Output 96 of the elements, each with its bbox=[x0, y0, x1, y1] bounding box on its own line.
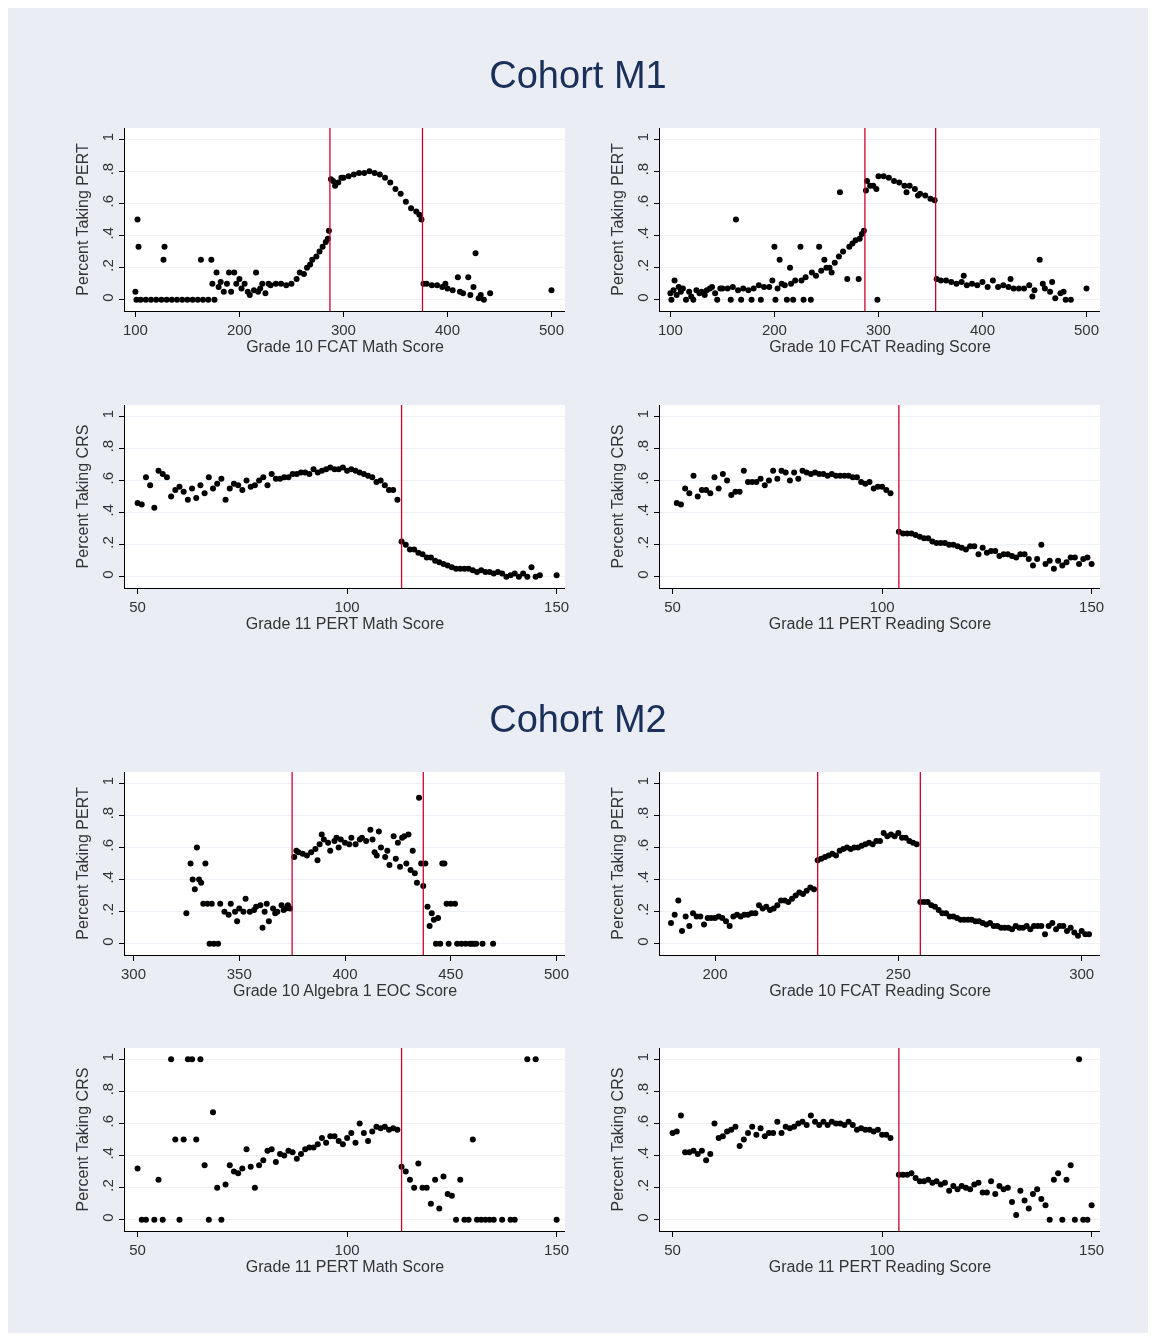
x-tick-label: 200 bbox=[226, 321, 252, 338]
y-tick-label: .8 bbox=[99, 162, 116, 176]
x-axis-title: Grade 11 PERT Reading Score bbox=[768, 615, 992, 632]
y-tick-label: .8 bbox=[634, 1082, 651, 1096]
y-axis-title: Percent Taking PERT bbox=[73, 787, 91, 940]
x-tick-label: 100 bbox=[122, 321, 148, 338]
y-tick-label: .6 bbox=[99, 471, 116, 485]
y-tick-label: 1 bbox=[99, 132, 116, 142]
y-tick-label: .8 bbox=[634, 162, 651, 176]
y-tick-label: .6 bbox=[634, 1114, 651, 1128]
x-axis-title: Grade 10 FCAT Reading Score bbox=[769, 338, 991, 355]
x-tick-label: 300 bbox=[865, 321, 891, 338]
x-tick-label: 100 bbox=[657, 321, 683, 338]
y-axis-title: Percent Taking PERT bbox=[608, 143, 626, 296]
y-tick-label: 0 bbox=[634, 937, 651, 946]
x-tick-label: 150 bbox=[1079, 598, 1105, 615]
y-tick-label: .4 bbox=[99, 504, 116, 517]
x-tick-label: 300 bbox=[330, 321, 356, 338]
x-tick-label: 250 bbox=[885, 965, 911, 982]
y-tick-label: 1 bbox=[99, 1052, 116, 1062]
y-tick-label: 1 bbox=[634, 409, 651, 419]
y-axis-title: Percent Taking CRS bbox=[608, 424, 626, 569]
x-axis-title: Grade 10 Algebra 1 EOC Score bbox=[232, 982, 458, 999]
y-tick-label: .4 bbox=[99, 1147, 116, 1160]
x-tick-label: 300 bbox=[1069, 965, 1095, 982]
x-axis-title: Grade 10 FCAT Reading Score bbox=[769, 982, 991, 999]
x-tick-label: 300 bbox=[120, 965, 146, 982]
x-tick-label: 450 bbox=[438, 965, 464, 982]
y-tick-label: .4 bbox=[634, 227, 651, 240]
x-axis-title: Grade 11 PERT Math Score bbox=[245, 1258, 445, 1275]
y-tick-label: .6 bbox=[634, 838, 651, 852]
y-tick-label: .4 bbox=[99, 871, 116, 884]
y-tick-label: .8 bbox=[634, 806, 651, 820]
y-tick-label: 1 bbox=[634, 776, 651, 786]
x-tick-label: 100 bbox=[334, 598, 360, 615]
x-tick-label: 400 bbox=[332, 965, 358, 982]
y-tick-label: .6 bbox=[634, 194, 651, 208]
x-tick-label: 200 bbox=[702, 965, 728, 982]
y-tick-label: .8 bbox=[99, 439, 116, 453]
y-tick-label: .8 bbox=[99, 1082, 116, 1096]
y-tick-label: 0 bbox=[99, 1213, 116, 1222]
y-tick-label: 0 bbox=[99, 293, 116, 302]
y-tick-label: 1 bbox=[99, 776, 116, 786]
x-tick-label: 350 bbox=[226, 965, 252, 982]
x-tick-label: 50 bbox=[664, 1241, 681, 1258]
x-tick-label: 50 bbox=[664, 598, 681, 615]
y-tick-label: .2 bbox=[99, 903, 116, 916]
y-tick-label: 0 bbox=[99, 570, 116, 579]
y-axis-title: Percent Taking PERT bbox=[608, 787, 626, 940]
y-tick-label: 0 bbox=[634, 1213, 651, 1222]
y-tick-label: .2 bbox=[634, 1179, 651, 1192]
x-tick-label: 500 bbox=[544, 965, 570, 982]
x-tick-label: 150 bbox=[544, 598, 570, 615]
y-tick-label: .6 bbox=[99, 194, 116, 208]
x-axis-title: Grade 11 PERT Math Score bbox=[245, 615, 445, 632]
y-tick-label: .2 bbox=[99, 536, 116, 549]
y-tick-label: .2 bbox=[634, 536, 651, 549]
x-tick-label: 50 bbox=[129, 598, 146, 615]
y-axis-title: Percent Taking CRS bbox=[73, 1067, 91, 1212]
y-tick-label: .4 bbox=[634, 871, 651, 884]
x-tick-label: 50 bbox=[129, 1241, 146, 1258]
x-tick-label: 500 bbox=[1073, 321, 1099, 338]
y-axis-title: Percent Taking CRS bbox=[73, 424, 91, 569]
y-tick-label: .6 bbox=[634, 471, 651, 485]
y-tick-label: 1 bbox=[99, 409, 116, 419]
x-axis-title: Grade 10 FCAT Math Score bbox=[246, 338, 444, 355]
y-tick-label: .2 bbox=[634, 903, 651, 916]
y-tick-label: .8 bbox=[99, 806, 116, 820]
y-tick-label: .4 bbox=[634, 504, 651, 517]
chart-title: Cohort M1 bbox=[488, 53, 668, 97]
y-tick-label: .4 bbox=[634, 1147, 651, 1160]
x-tick-label: 400 bbox=[969, 321, 995, 338]
y-tick-label: .4 bbox=[99, 227, 116, 240]
x-tick-label: 400 bbox=[434, 321, 460, 338]
x-tick-label: 100 bbox=[869, 1241, 895, 1258]
y-tick-label: .8 bbox=[634, 439, 651, 453]
y-tick-label: 1 bbox=[634, 1052, 651, 1062]
y-tick-label: .2 bbox=[99, 259, 116, 272]
y-tick-label: .2 bbox=[99, 1179, 116, 1192]
x-tick-label: 150 bbox=[1079, 1241, 1105, 1258]
x-tick-label: 500 bbox=[538, 321, 564, 338]
x-tick-label: 100 bbox=[334, 1241, 360, 1258]
y-axis-title: Percent Taking PERT bbox=[73, 143, 91, 296]
y-tick-label: .6 bbox=[99, 1114, 116, 1128]
y-tick-label: 0 bbox=[634, 293, 651, 302]
y-axis-title: Percent Taking CRS bbox=[608, 1067, 626, 1212]
y-tick-label: 1 bbox=[634, 132, 651, 142]
x-axis-title: Grade 11 PERT Reading Score bbox=[768, 1258, 992, 1275]
x-tick-label: 200 bbox=[761, 321, 787, 338]
x-tick-label: 150 bbox=[544, 1241, 570, 1258]
y-tick-label: .6 bbox=[99, 838, 116, 852]
y-tick-label: 0 bbox=[634, 570, 651, 579]
x-tick-label: 100 bbox=[869, 598, 895, 615]
y-tick-label: .2 bbox=[634, 259, 651, 272]
chart-title: Cohort M2 bbox=[488, 697, 668, 741]
y-tick-label: 0 bbox=[99, 937, 116, 946]
